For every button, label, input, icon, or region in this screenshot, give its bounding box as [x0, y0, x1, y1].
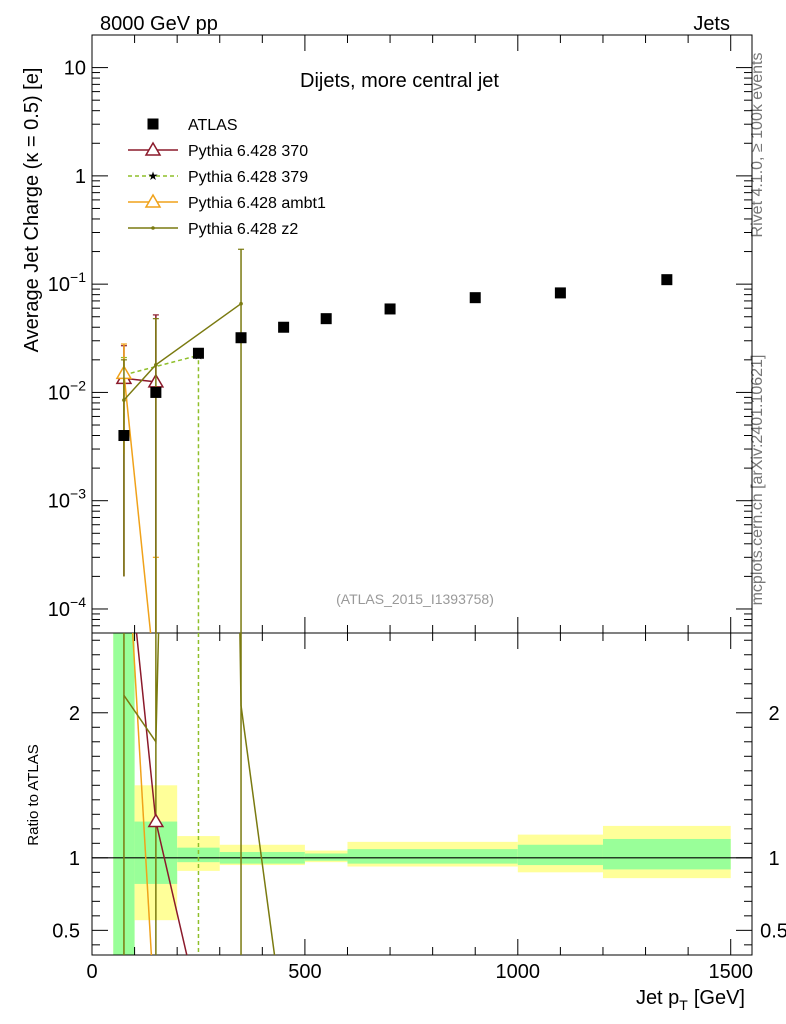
legend-label: ATLAS: [188, 117, 238, 134]
ratio-series: [123, 633, 276, 955]
square-marker: [192, 347, 204, 359]
square-marker: [554, 287, 566, 299]
square-marker: [469, 292, 481, 304]
legend-label: Pythia 6.428 379: [188, 169, 308, 186]
x-tick-label: 500: [288, 961, 321, 983]
dot-marker: [239, 301, 243, 306]
ratio-band-green: [602, 838, 731, 870]
x-axis-label-sub: T: [679, 997, 688, 1013]
series-line: [123, 303, 242, 401]
x-tick-label: 0: [86, 961, 97, 983]
ratio-band-green: [517, 844, 603, 866]
y-tick-label: 10−3: [48, 486, 86, 513]
y-axis-label: Average Jet Charge (κ = 0.5) [e]: [21, 68, 43, 353]
dot-marker: [154, 362, 158, 367]
y-tick-label: 10: [64, 58, 86, 80]
ratio-series-line: [123, 633, 160, 745]
ratio-band-green: [177, 847, 220, 863]
ratio-y-tick-label: 1: [69, 848, 80, 870]
ratio-y-tick-label: 2: [69, 703, 80, 725]
x-axis-label-unit: [GeV]: [694, 987, 745, 1009]
ratio-series-line: [131, 633, 153, 955]
y-tick-base: 10: [64, 58, 86, 80]
square-marker: [320, 313, 332, 325]
legend: ATLAS Pythia 6.428 370 ★ Pythia 6.428 379 Py…: [128, 117, 326, 238]
triangle-marker: [147, 813, 165, 828]
y-tick-base: 10: [48, 274, 70, 296]
square-marker: [147, 118, 159, 130]
plot-title: Dijets, more central jet: [300, 70, 499, 92]
y-tick-exp: −2: [70, 377, 86, 393]
ratio-y-tick-label: 0.5: [52, 920, 80, 942]
triangle-marker: [144, 193, 162, 208]
legend-label: Pythia 6.428 z2: [188, 221, 298, 238]
series-line: [123, 354, 199, 376]
square-marker: [235, 332, 247, 344]
y-tick-base: 1: [75, 166, 86, 188]
legend-label: Pythia 6.428 370: [188, 143, 308, 160]
rivet-label: Rivet 4.1.0, ≥ 100k events: [749, 53, 766, 238]
mcplots-label: mcplots.cern.ch [arXiv:2401.10621]: [749, 355, 766, 606]
series-line: [123, 373, 152, 633]
x-axis-label-main: Jet p: [636, 987, 679, 1009]
y-tick-exp: −4: [70, 594, 86, 610]
triangle-marker: [144, 141, 162, 156]
ratio-band-green: [347, 849, 518, 864]
x-axis-label: Jet pT [GeV]: [636, 987, 745, 1013]
square-marker: [118, 430, 130, 442]
square-marker: [384, 303, 396, 315]
analysis-watermark: (ATLAS_2015_I1393758): [336, 591, 494, 607]
x-tick-label: 1000: [496, 961, 541, 983]
y-tick-label: 10−2: [48, 377, 86, 404]
legend-label: Pythia 6.428 ambt1: [188, 195, 326, 212]
y-tick-base: 10: [48, 382, 70, 404]
y-tick-label: 1: [75, 166, 86, 188]
ratio-plot-frame: [91, 632, 753, 956]
dot-marker: [151, 226, 155, 230]
star-marker: ★: [148, 169, 159, 183]
y-tick-exp: −3: [70, 486, 86, 502]
x-tick-label: 1500: [708, 961, 753, 983]
y-tick-exp: −1: [70, 269, 86, 285]
ratio-y-tick-label-right: 1: [768, 848, 779, 870]
y-tick-label: 10−4: [48, 594, 86, 621]
header-right: Jets: [693, 13, 730, 35]
ratio-y-tick-label-right: 0.5: [760, 920, 786, 942]
ratio-band-green: [304, 853, 348, 861]
ratio-y-tick-label-right: 2: [768, 703, 779, 725]
y-tick-label: 10−1: [48, 269, 86, 296]
dot-marker: [122, 398, 126, 402]
square-marker: [150, 386, 162, 398]
square-marker: [278, 321, 290, 333]
square-marker: [661, 274, 673, 286]
ratio-bands: [113, 633, 731, 955]
ratio-y-axis-label: Ratio to ATLAS: [25, 744, 42, 845]
main-series: ★★: [115, 248, 245, 633]
y-tick-base: 10: [48, 491, 70, 513]
ratio-series-line: [239, 633, 276, 955]
y-tick-base: 10: [48, 599, 70, 621]
header-left: 8000 GeV pp: [100, 13, 218, 35]
